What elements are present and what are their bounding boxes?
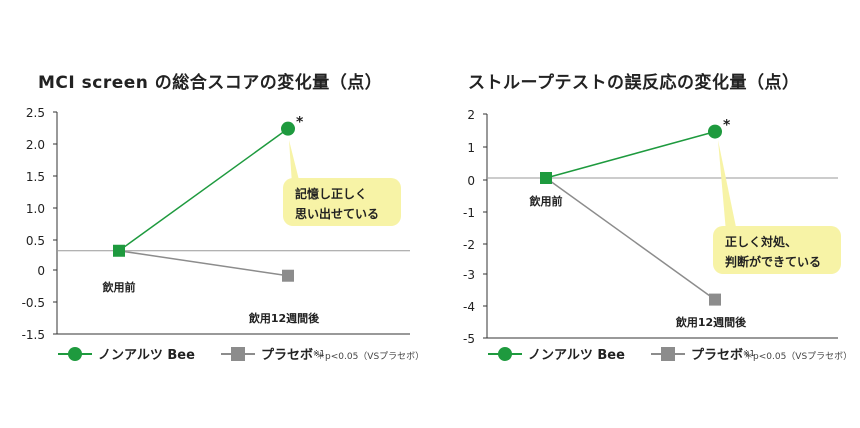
y-tick-label-mci: 0.5 [26,234,45,248]
y-tick-label-mci: 1.0 [26,202,45,216]
legend-item-series-a: ノンアルツ Bee [488,344,625,363]
category-label-mci: 飲用前 [102,280,136,294]
y-tick-label-mci: -1.5 [22,328,45,342]
legend-line-b [650,346,685,361]
category-label-mci: 飲用12週間後 [248,311,320,325]
legend-line-b [220,346,255,361]
footnote-left: ＊p<0.05（VSプラセボ） [316,352,425,362]
callout-box-stroop [713,226,841,274]
point-start-mci [113,244,125,257]
legend-item-series-b: プラセボ ※1 [220,344,325,363]
chart-title-mci: MCI screen の総合スコアの変化量（点） [38,73,383,93]
series-line-nonaltsbee-stroop [545,130,716,179]
significance-asterisk-mci: * [296,115,304,131]
point-placebo-end-mci [282,269,294,282]
callout-tail-stroop [718,140,737,232]
callout-text-mci: 思い出せている [295,206,379,221]
y-tick-label-mci: 0 [37,264,45,278]
series-line-nonaltsbee-mci [118,128,289,252]
legend-circle-marker [68,346,82,361]
callout-text-mci: 記憶し正しく [295,186,367,201]
legend-note-b: ※1 [742,349,755,358]
y-tick-label-stroop: 1 [467,141,475,155]
legend-right: ノンアルツ Bee プラセボ ※1 [488,344,781,363]
legend-item-series-b: プラセボ ※1 [650,344,755,363]
legend-label-a: ノンアルツ Bee [528,348,625,363]
point-nonaltsbee-end-mci [281,121,295,136]
y-tick-label-stroop: 2 [467,108,475,122]
point-start-stroop [540,172,552,184]
legend-label-a: ノンアルツ Bee [98,348,195,363]
callout-text-stroop: 判断ができている [725,254,821,269]
callout-tail-mci [289,140,300,184]
category-label-stroop: 飲用12週間後 [675,315,747,329]
legend-line-a [58,346,92,361]
y-tick-label-stroop: -1 [463,206,475,220]
y-tick-label-stroop: -3 [463,268,475,282]
y-tick-label-stroop: -2 [463,238,475,252]
legend-label-b: プラセボ [690,348,743,363]
point-nonaltsbee-end-stroop [708,124,722,139]
legend-circle-marker [498,346,512,361]
y-tick-label-mci: 2.0 [26,138,45,152]
legend-left: ノンアルツ Bee プラセボ ※1 [58,344,351,363]
y-tick-label-stroop: 0 [467,174,475,188]
legend-note-b: ※1 [312,349,325,358]
footnote-right: ＊p<0.05（VSプラセボ） [744,352,853,362]
legend-line-a [488,346,522,361]
y-tick-label-mci: 2.5 [26,106,45,120]
y-tick-label-mci: 1.5 [26,170,45,184]
callout-text-stroop: 正しく対処、 [725,234,797,249]
category-label-stroop: 飲用前 [529,194,563,208]
legend-label-b: プラセボ [260,348,313,363]
series-line-placebo-mci [118,250,289,277]
series-line-placebo-stroop [545,177,716,301]
legend-item-series-a: ノンアルツ Bee [58,344,195,363]
significance-asterisk-stroop: * [723,118,731,134]
legend-square-marker [660,346,675,361]
callout-box-mci [283,178,401,226]
y-tick-label-stroop: -5 [463,332,475,346]
y-tick-label-mci: -0.5 [22,296,45,310]
point-placebo-end-stroop [709,293,721,306]
chart-title-stroop: ストループテストの誤反応の変化量（点） [468,73,800,93]
legend-square-marker [230,346,245,361]
y-tick-label-stroop: -4 [463,300,475,314]
